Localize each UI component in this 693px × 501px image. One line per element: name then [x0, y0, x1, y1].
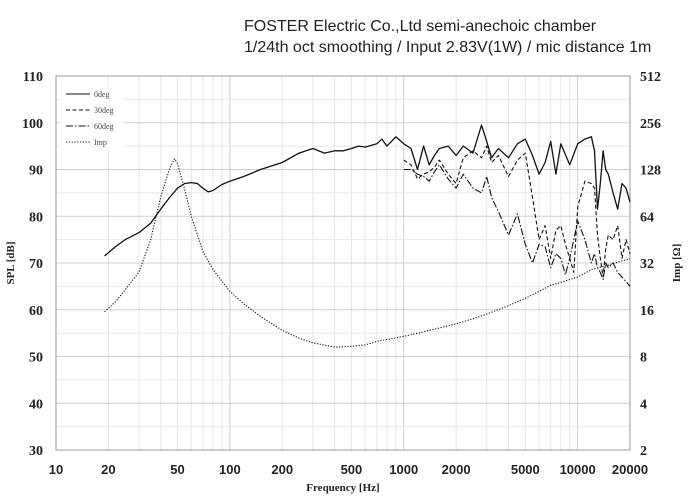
legend-box — [60, 86, 124, 149]
plot-frame — [55, 75, 631, 451]
legend-label-0deg: 0deg — [94, 90, 110, 99]
x-tick-label: 500 — [341, 462, 363, 477]
x-tick-label: 200 — [271, 462, 293, 477]
y2-axis-label: Imp [Ω] — [671, 244, 683, 282]
y2-tick-label: 128 — [640, 164, 661, 179]
y2-tick-label: 64 — [640, 210, 654, 225]
y-tick-label: 50 — [29, 351, 43, 366]
x-tick-label: 50 — [170, 462, 184, 477]
y2-tick-label: 32 — [640, 257, 654, 272]
chart-title-line-2: 1/24th oct smoothing / Input 2.83V(1W) /… — [244, 39, 651, 56]
y-tick-label: 80 — [29, 210, 43, 225]
y-tick-label: 70 — [29, 257, 43, 272]
legend-label-30deg: 30deg — [94, 106, 114, 115]
series-line-imp — [104, 158, 631, 348]
x-tick-label: 2000 — [442, 462, 471, 477]
x-tick-label: 20 — [101, 462, 115, 477]
grid — [55, 75, 631, 451]
series-line-60deg — [403, 164, 631, 287]
x-tick-label: 10 — [49, 462, 63, 477]
x-tick-label: 10000 — [560, 462, 596, 477]
y2-tick-label: 2 — [640, 444, 647, 459]
y-tick-label: 100 — [22, 117, 43, 132]
y2-tick-label: 512 — [640, 70, 661, 85]
y-tick-label: 40 — [29, 397, 43, 412]
y-axis-label: SPL [dB] — [5, 241, 17, 284]
x-tick-label: 1000 — [389, 462, 418, 477]
y-tick-label: 60 — [29, 304, 43, 319]
legend: 0deg 30deg 60deg Imp — [60, 86, 124, 149]
x-tick-label: 20000 — [612, 462, 648, 477]
y2-tick-label: 4 — [640, 397, 647, 412]
y2-tick-label: 256 — [640, 117, 661, 132]
legend-label-60deg: 60deg — [94, 122, 114, 131]
x-tick-label: 5000 — [511, 462, 540, 477]
tick-labels: 10 20 50 100 200 500 1000 2000 5000 10000 20000 110… — [22, 70, 661, 477]
series-lines — [104, 124, 631, 348]
series-line-30deg — [403, 145, 631, 278]
y2-tick-label: 8 — [640, 351, 647, 366]
y-tick-label: 90 — [29, 164, 43, 179]
y2-tick-label: 16 — [640, 304, 654, 319]
x-axis-label: Frequency [Hz] — [306, 482, 379, 494]
chart-title-line-1: FOSTER Electric Co.,Ltd semi-anechoic ch… — [244, 18, 597, 35]
y-tick-label: 110 — [23, 70, 43, 85]
series-line-0deg — [104, 124, 631, 257]
legend-label-imp: Imp — [94, 138, 107, 147]
y-tick-label: 30 — [29, 444, 43, 459]
x-tick-label: 100 — [219, 462, 241, 477]
